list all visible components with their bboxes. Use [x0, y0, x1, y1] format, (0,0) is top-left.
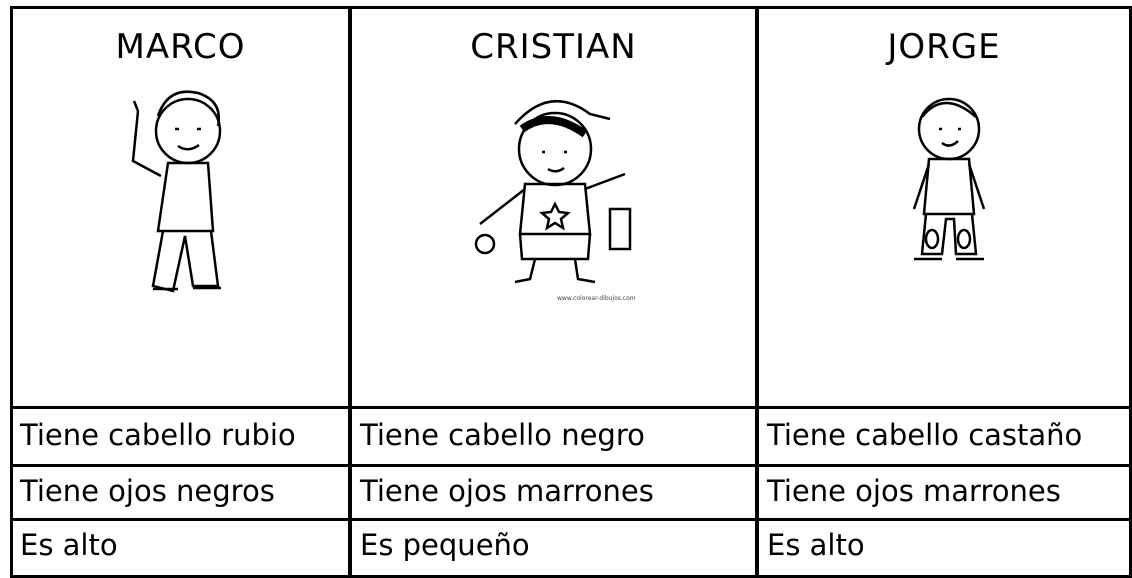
header-cell: CRISTIAN www.colorear-dibujos.com — [352, 9, 755, 406]
border — [10, 575, 1132, 578]
cell-text: Es alto — [20, 528, 118, 562]
border — [10, 518, 1132, 521]
child-name: JORGE — [887, 27, 1001, 67]
border — [1129, 6, 1132, 578]
border — [10, 6, 13, 578]
boy-drawing — [474, 99, 632, 284]
cell-text: Es pequeño — [360, 528, 530, 562]
cell-text: Tiene ojos negros — [20, 474, 275, 508]
cell-text: Tiene ojos marrones — [360, 474, 654, 508]
boy-drawing — [131, 90, 222, 293]
border — [755, 6, 759, 578]
border — [348, 6, 352, 578]
cell-text: Tiene cabello castaño — [767, 418, 1083, 452]
cell-text: Tiene cabello rubio — [20, 418, 296, 452]
border — [10, 406, 1132, 409]
cell-text: Es alto — [767, 528, 865, 562]
border — [10, 6, 1132, 9]
border — [10, 464, 1132, 467]
header-cell: MARCO — [13, 9, 348, 406]
header-cell: JORGE — [759, 9, 1129, 406]
child-name: MARCO — [115, 27, 246, 67]
child-name: CRISTIAN — [470, 27, 637, 67]
cell-text: Tiene cabello negro — [360, 418, 645, 452]
boy-drawing — [912, 97, 986, 261]
cell-text: Tiene ojos marrones — [767, 474, 1061, 508]
watermark: www.colorear-dibujos.com — [557, 295, 636, 302]
